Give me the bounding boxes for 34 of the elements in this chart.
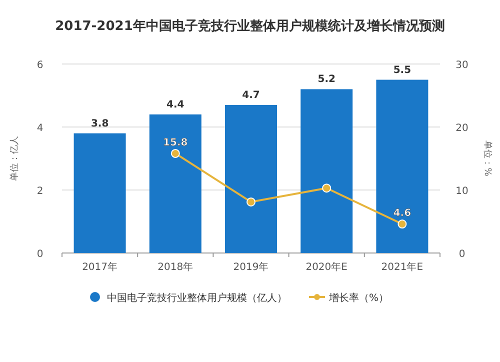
data-label: 4.7 xyxy=(242,90,260,101)
point xyxy=(398,220,407,229)
data-label: 3.8 xyxy=(90,118,109,130)
y-tick-label: 2 xyxy=(36,186,44,197)
point xyxy=(246,197,256,206)
bar xyxy=(149,114,202,253)
bar xyxy=(300,89,353,253)
point xyxy=(170,148,180,158)
y2-axis-title: 单位：% xyxy=(482,140,493,177)
x-tick-label: 2018年 xyxy=(158,261,194,273)
y-tick-label: 0 xyxy=(36,249,44,260)
x-tick-label: 2020年E xyxy=(306,261,348,273)
bar xyxy=(376,80,428,253)
data-label: 15.8 xyxy=(163,137,188,148)
x-tick-label: 2019年 xyxy=(233,261,269,273)
bar xyxy=(74,133,126,253)
y2-tick-label: 20 xyxy=(456,123,468,134)
y-tick-label: 6 xyxy=(36,60,44,71)
legend-label: 中国电子竞技行业整体用户规模（亿人） xyxy=(107,292,287,304)
data-label: 5.5 xyxy=(393,64,412,76)
chart-title: 2017-2021年中国电子竞技行业整体用户规模统计及增长情况预测 xyxy=(55,18,445,34)
data-label: 4.4 xyxy=(166,99,184,110)
legend-label: 增长率（%） xyxy=(328,292,389,304)
x-tick-label: 2017年 xyxy=(82,261,118,273)
data-label: 4.6 xyxy=(393,208,412,220)
y2-tick-label: 10 xyxy=(456,186,468,197)
y-tick-label: 4 xyxy=(36,123,44,134)
data-label: 5.2 xyxy=(318,74,336,86)
point xyxy=(322,184,332,193)
y-axis-title: 单位：亿人 xyxy=(9,136,20,181)
y2-tick-label: 30 xyxy=(456,60,468,71)
x-tick-label: 2021年E xyxy=(381,261,424,273)
bar xyxy=(225,104,277,253)
y2-tick-label: 0 xyxy=(458,249,466,260)
